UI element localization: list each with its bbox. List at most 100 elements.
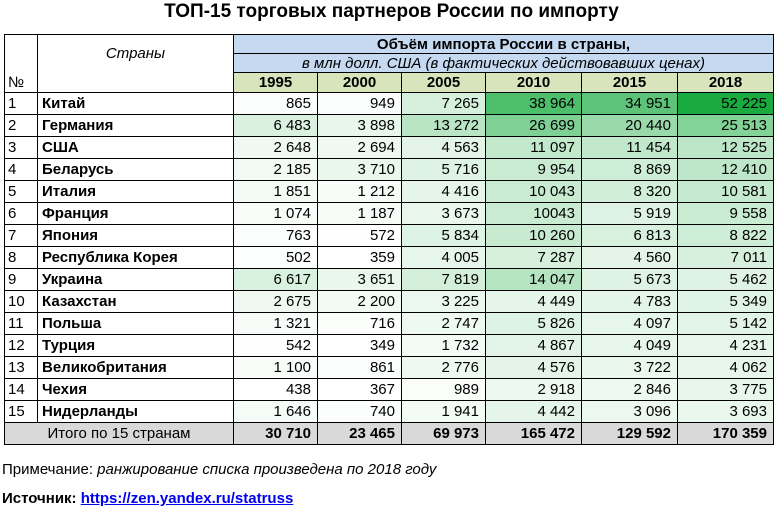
value-cell: 367 (317, 378, 402, 401)
value-cell: 2 918 (485, 378, 582, 401)
value-cell: 26 699 (485, 114, 582, 137)
country-cell: Великобритания (37, 356, 234, 379)
country-cell: Республика Корея (37, 246, 234, 269)
value-cell: 1 851 (233, 180, 318, 203)
country-cell: США (37, 136, 234, 159)
value-cell: 4 563 (401, 136, 486, 159)
value-cell: 1 074 (233, 202, 318, 225)
page-title: ТОП-15 торговых партнеров России по импо… (164, 1, 619, 22)
value-cell: 4 576 (485, 356, 582, 379)
rank-cell: 7 (4, 224, 38, 247)
rank-cell: 3 (4, 136, 38, 159)
rank-cell: 4 (4, 158, 38, 181)
value-cell: 8 869 (581, 158, 678, 181)
value-cell: 38 964 (485, 92, 582, 115)
year-header: 2015 (581, 72, 678, 93)
value-cell: 861 (317, 356, 402, 379)
value-cell: 2 776 (401, 356, 486, 379)
value-cell: 2 200 (317, 290, 402, 313)
value-cell: 438 (233, 378, 318, 401)
value-cell: 740 (317, 400, 402, 423)
value-cell: 1 941 (401, 400, 486, 423)
rank-cell: 15 (4, 400, 38, 423)
value-cell: 2 747 (401, 312, 486, 335)
header-volume-unit: в млн долл. США (в фактических действова… (233, 53, 774, 73)
table-row: 9 Украина 6 617 3 651 7 819 14 047 5 673 5 462 (4, 268, 774, 291)
note-text: ранжирование списка произведена по 2018 … (97, 461, 437, 478)
country-cell: Франция (37, 202, 234, 225)
value-cell: 4 097 (581, 312, 678, 335)
value-cell: 572 (317, 224, 402, 247)
year-header: 2005 (401, 72, 486, 93)
value-cell: 20 440 (581, 114, 678, 137)
value-cell: 1 187 (317, 202, 402, 225)
year-header: 2018 (677, 72, 774, 93)
value-cell: 14 047 (485, 268, 582, 291)
value-cell: 3 722 (581, 356, 678, 379)
rank-cell: 9 (4, 268, 38, 291)
table-row: 13 Великобритания 1 100 861 2 776 4 576 3 722 4… (4, 356, 774, 379)
total-value-cell: 170 359 (677, 422, 774, 445)
value-cell: 3 225 (401, 290, 486, 313)
country-cell: Турция (37, 334, 234, 357)
table-row: 7 Япония 763 572 5 834 10 260 6 813 8 822 (4, 224, 774, 247)
value-cell: 7 287 (485, 246, 582, 269)
value-cell: 2 648 (233, 136, 318, 159)
value-cell: 502 (233, 246, 318, 269)
value-cell: 10 260 (485, 224, 582, 247)
year-header: 2000 (317, 72, 402, 93)
table-row: 6 Франция 1 074 1 187 3 673 10043 5 919 9 558 (4, 202, 774, 225)
rank-cell: 5 (4, 180, 38, 203)
table-row: 2 Германия 6 483 3 898 13 272 26 699 20 440 25 … (4, 114, 774, 137)
table-row: 1 Китай 865 949 7 265 38 964 34 951 52 225 (4, 92, 774, 115)
import-table: № Страны Объём импорта России в страны, … (4, 34, 774, 445)
value-cell: 5 834 (401, 224, 486, 247)
rank-cell: 14 (4, 378, 38, 401)
header-countries: Страны (37, 34, 234, 93)
value-cell: 2 846 (581, 378, 678, 401)
table-row: 14 Чехия 438 367 989 2 918 2 846 3 775 (4, 378, 774, 401)
value-cell: 949 (317, 92, 402, 115)
year-header: 1995 (233, 72, 318, 93)
table-row: 5 Италия 1 851 1 212 4 416 10 043 8 320 10 581 (4, 180, 774, 203)
value-cell: 1 321 (233, 312, 318, 335)
value-cell: 5 349 (677, 290, 774, 313)
value-cell: 10 043 (485, 180, 582, 203)
value-cell: 25 513 (677, 114, 774, 137)
value-cell: 3 651 (317, 268, 402, 291)
value-cell: 10 581 (677, 180, 774, 203)
table-row: 10 Казахстан 2 675 2 200 3 225 4 449 4 783 5 34… (4, 290, 774, 313)
total-label: Итого по 15 странам (4, 422, 234, 445)
source-label: Источник: (2, 490, 81, 507)
value-cell: 1 646 (233, 400, 318, 423)
country-cell: Польша (37, 312, 234, 335)
value-cell: 4 049 (581, 334, 678, 357)
value-cell: 3 096 (581, 400, 678, 423)
value-cell: 1 100 (233, 356, 318, 379)
value-cell: 4 449 (485, 290, 582, 313)
value-cell: 13 272 (401, 114, 486, 137)
rank-cell: 13 (4, 356, 38, 379)
value-cell: 5 673 (581, 268, 678, 291)
total-row: Итого по 15 странам 30 710 23 465 69 973 165… (4, 422, 774, 445)
total-value-cell: 129 592 (581, 422, 678, 445)
value-cell: 4 783 (581, 290, 678, 313)
value-cell: 4 442 (485, 400, 582, 423)
value-cell: 3 898 (317, 114, 402, 137)
value-cell: 9 954 (485, 158, 582, 181)
country-cell: Германия (37, 114, 234, 137)
header-volume-title: Объём импорта России в страны, (233, 34, 774, 54)
country-cell: Украина (37, 268, 234, 291)
country-cell: Беларусь (37, 158, 234, 181)
country-cell: Казахстан (37, 290, 234, 313)
total-value-cell: 165 472 (485, 422, 582, 445)
value-cell: 7 265 (401, 92, 486, 115)
year-header: 2010 (485, 72, 582, 93)
value-cell: 5 826 (485, 312, 582, 335)
value-cell: 3 673 (401, 202, 486, 225)
value-cell: 4 005 (401, 246, 486, 269)
source-link[interactable]: https://zen.yandex.ru/statruss (80, 490, 294, 507)
value-cell: 11 454 (581, 136, 678, 159)
value-cell: 865 (233, 92, 318, 115)
country-cell: Чехия (37, 378, 234, 401)
